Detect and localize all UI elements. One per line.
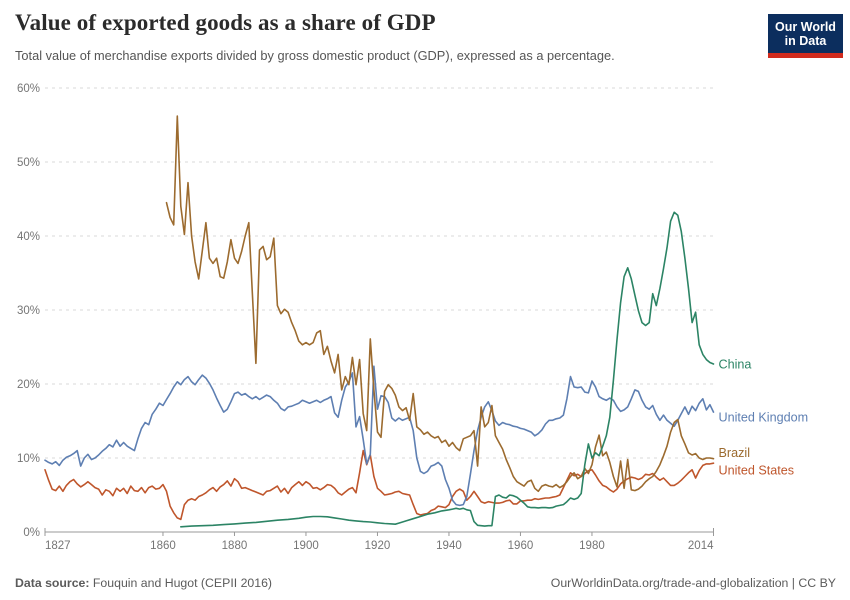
x-tick-label: 2014 [688, 540, 714, 552]
series-united-kingdom: United Kingdom [44, 365, 809, 507]
y-tick-label: 20% [17, 379, 40, 391]
y-tick-label: 10% [17, 453, 40, 465]
footer-link[interactable]: OurWorldinData.org/trade-and-globalizati… [550, 576, 836, 590]
x-tick-label: 1860 [150, 540, 176, 552]
chart-subtitle: Total value of merchandise exports divid… [15, 48, 615, 63]
series-brazil: Brazil [165, 115, 751, 493]
owid-logo-line1: Our World [775, 19, 836, 34]
y-tick-label: 30% [17, 305, 40, 317]
x-tick-label: 1980 [579, 540, 605, 552]
series-label-china[interactable]: China [719, 358, 752, 372]
x-tick-label: 1880 [222, 540, 248, 552]
y-tick-label: 40% [17, 231, 40, 243]
owid-logo-line2: in Data [784, 33, 827, 48]
owid-logo-box: Our World in Data [768, 14, 843, 53]
y-tick-label: 50% [17, 157, 40, 169]
owid-logo[interactable]: Our World in Data [768, 14, 843, 58]
x-tick-label: 1827 [45, 540, 71, 552]
owid-logo-accent-bar [768, 53, 843, 58]
data-source-value: Fouquin and Hugot (CEPII 2016) [89, 576, 273, 590]
series-label-united-kingdom[interactable]: United Kingdom [719, 411, 809, 425]
y-tick-label: 60% [17, 83, 40, 95]
series-united-states: United States [44, 449, 795, 521]
x-tick-label: 1920 [365, 540, 391, 552]
y-axis: 0% 10% 20% 30% 40% 50% 60% [17, 83, 714, 539]
data-source-label: Data source: [15, 576, 90, 590]
line-china[interactable] [180, 211, 715, 528]
x-tick-label: 1940 [436, 540, 462, 552]
x-tick-label: 1960 [508, 540, 534, 552]
line-united-kingdom[interactable] [44, 365, 715, 507]
page-title: Value of exported goods as a share of GD… [15, 10, 436, 35]
series-label-brazil[interactable]: Brazil [719, 446, 751, 460]
line-brazil[interactable] [165, 115, 715, 493]
data-source-note: Data source: Fouquin and Hugot (CEPII 20… [15, 576, 272, 590]
chart-footer: Data source: Fouquin and Hugot (CEPII 20… [0, 572, 850, 592]
y-tick-label: 0% [23, 527, 40, 539]
series-label-united-states[interactable]: United States [719, 464, 795, 478]
x-axis: 1827 1860 1880 1900 1920 1940 1960 1980 2014 [44, 528, 714, 552]
x-tick-label: 1900 [293, 540, 319, 552]
line-united-states[interactable] [44, 449, 715, 521]
series-china: China [180, 211, 752, 528]
